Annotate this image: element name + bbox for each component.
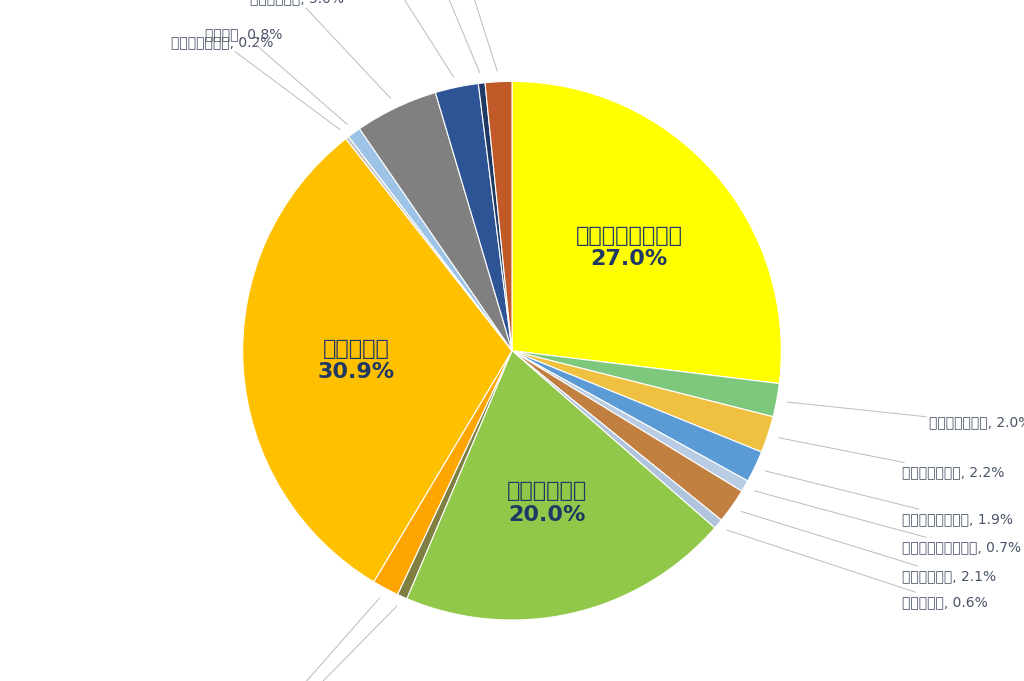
Text: その他, 0.4%: その他, 0.4% [399,0,479,73]
Wedge shape [359,93,512,351]
Text: アニサキス
30.9%: アニサキス 30.9% [317,339,394,382]
Wedge shape [512,351,762,481]
Text: 化学物質, 0.8%: 化学物質, 0.8% [206,27,347,124]
Wedge shape [374,351,512,595]
Wedge shape [407,351,715,620]
Text: カンピロバクター
27.0%: カンピロバクター 27.0% [575,225,682,269]
Wedge shape [397,351,512,599]
Text: サルモネラ属菌, 2.0%: サルモネラ属菌, 2.0% [787,402,1024,430]
Wedge shape [512,82,781,383]
Wedge shape [243,139,512,582]
Text: その他の病原大腸菌, 0.7%: その他の病原大腸菌, 0.7% [755,491,1022,554]
Wedge shape [435,84,512,351]
Text: ノロウイルス
20.0%: ノロウイルス 20.0% [507,481,587,524]
Wedge shape [512,351,748,491]
Wedge shape [346,137,512,351]
Text: セレウス菌, 0.6%: セレウス菌, 0.6% [727,530,988,609]
Text: 植物性自然毒, 5.0%: 植物性自然毒, 5.0% [250,0,390,98]
Text: クドア, 1.6%: クドア, 1.6% [259,598,380,681]
Text: 動物性自然毒, 2.6%: 動物性自然毒, 2.6% [338,0,454,77]
Text: 腸管出血性大腸菌, 1.9%: 腸管出血性大腸菌, 1.9% [765,471,1014,526]
Wedge shape [512,351,741,520]
Wedge shape [512,351,779,417]
Wedge shape [485,82,512,351]
Text: 黄色ぶどう球菌, 2.2%: 黄色ぶどう球菌, 2.2% [778,438,1005,479]
Wedge shape [348,129,512,351]
Text: 不明, 1.6%: 不明, 1.6% [432,0,498,71]
Text: その他のウイルス, 0.6%: その他のウイルス, 0.6% [242,606,397,681]
Wedge shape [512,351,773,452]
Text: ウェルシュ菌, 2.1%: ウェルシュ菌, 2.1% [741,511,996,583]
Wedge shape [512,351,721,528]
Text: その他の寄生虫, 0.2%: その他の寄生虫, 0.2% [171,35,340,129]
Wedge shape [478,83,512,351]
